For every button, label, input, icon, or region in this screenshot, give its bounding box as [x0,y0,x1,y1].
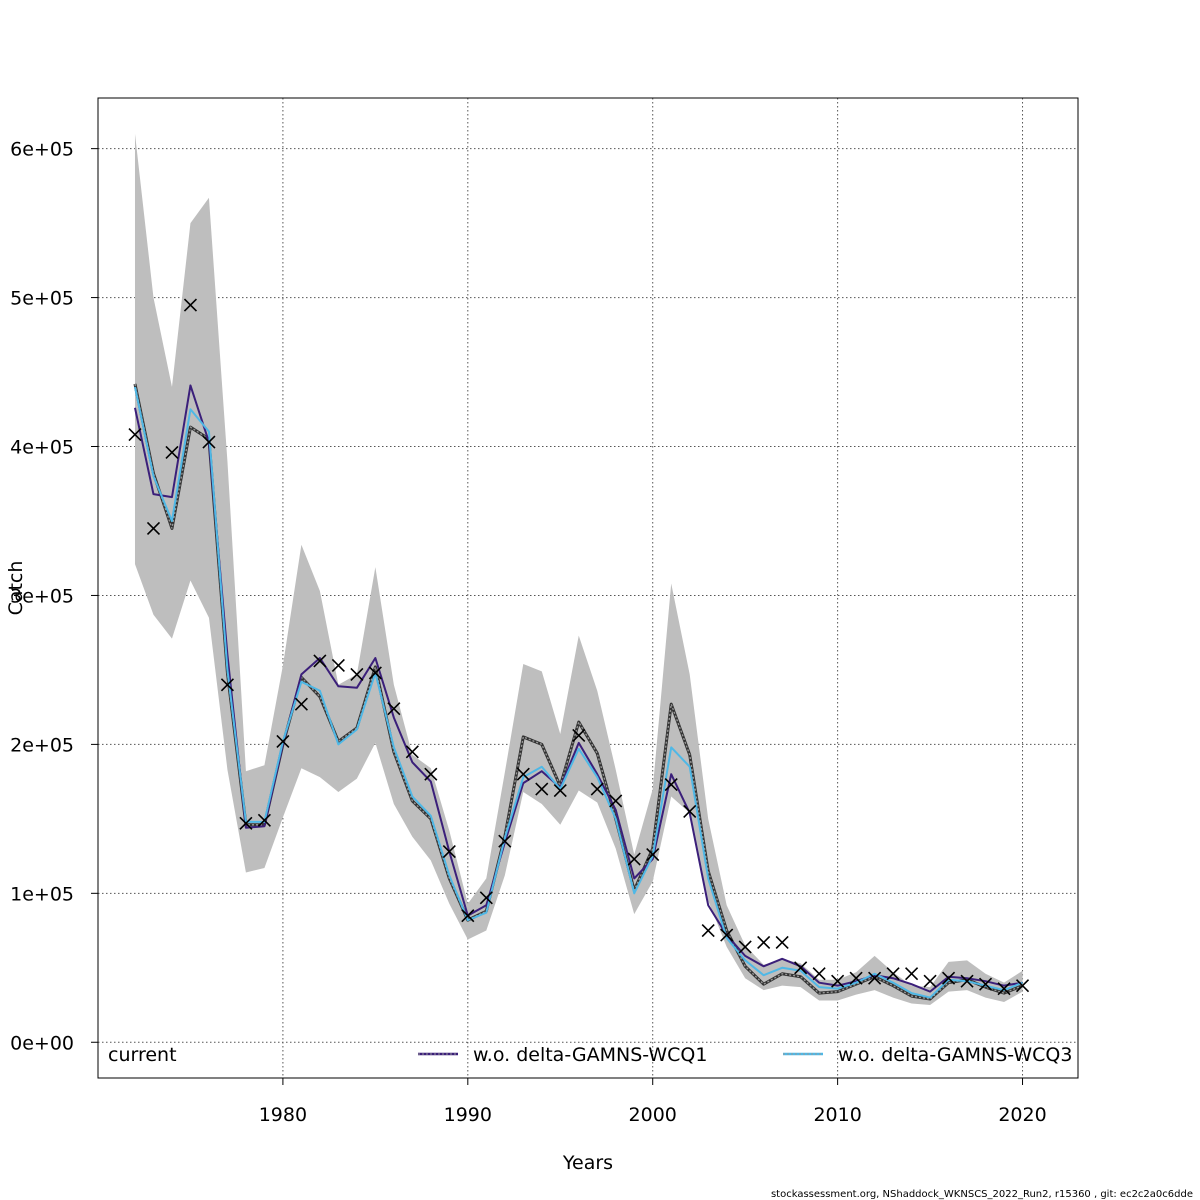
observed-marker [202,435,216,449]
y-axis-title: Catch [5,561,27,616]
observed-marker [461,909,475,923]
observed-marker [276,734,290,748]
y-axis: 0e+00 1e+05 2e+05 3e+05 4e+05 5e+05 6e+05 [10,139,98,1054]
observed-marker [405,745,419,759]
x-tick-label: 1990 [444,1104,492,1126]
observed-marker [849,971,863,985]
observed-marker [609,794,623,808]
observed-marker [350,667,364,681]
observed-marker [294,697,308,711]
observed-marker [738,940,752,954]
observed-marker [831,974,845,988]
observed-marker [516,767,530,781]
observed-marker [812,967,826,981]
observed-marker [701,923,715,938]
x-tick-label: 2010 [813,1104,861,1126]
observed-marker [239,816,253,830]
grid [98,98,1078,1078]
observed-marker [257,813,271,827]
observed-marker [646,848,660,862]
y-tick-label: 0e+00 [10,1032,74,1054]
observed-marker [794,961,808,975]
observed-marker [387,702,401,716]
legend-label-w-o-delta-gamns-wcq3: w.o. delta-GAMNS-WCQ3 [838,1044,1072,1066]
marker-layer [128,298,1030,996]
observed-marker [1015,979,1030,993]
observed-marker [683,804,697,818]
observed-marker [146,521,161,535]
observed-marker [128,428,142,442]
observed-marker [720,928,734,942]
footer-note: stockassessment.org, NShaddock_WKNSCS_20… [771,1189,1193,1200]
confidence-band [134,133,1023,1006]
observed-marker [442,845,456,859]
observed-marker [165,445,179,460]
observed-marker [479,891,493,905]
observed-marker [905,967,919,981]
y-tick-label: 1e+05 [10,883,74,905]
observed-marker [331,658,345,673]
observed-marker [553,783,567,798]
observed-marker [960,974,974,988]
legend-label-current: current [108,1044,177,1066]
y-tick-label: 6e+05 [10,139,74,161]
x-axis: 1980 1990 2000 2010 2020 [259,1078,1047,1126]
observed-marker [997,982,1011,996]
y-tick-label: 5e+05 [10,288,74,310]
observed-marker [978,977,993,991]
observed-marker [572,728,586,743]
observed-marker [535,782,549,796]
observed-marker [183,298,198,312]
legend-label-w-o-delta-gamns-wcq1: w.o. delta-GAMNS-WCQ1 [473,1044,707,1066]
x-tick-label: 2000 [629,1104,677,1126]
observed-marker [368,666,382,680]
observed-marker [775,935,789,950]
x-tick-label: 1980 [259,1104,307,1126]
observed-marker [886,967,900,981]
legend: current w.o. delta-GAMNS-WCQ1 w.o. delta-G… [108,1044,1072,1066]
plot-area: current w.o. delta-GAMNS-WCQ1 w.o. delta-G… [108,133,1072,1066]
observed-marker [498,834,512,848]
observed-marker [590,782,604,796]
band-layer [134,133,1023,1006]
x-tick-label: 2020 [998,1104,1046,1126]
observed-marker [424,767,438,781]
observed-marker [942,971,956,985]
observed-marker [313,654,327,668]
observed-marker [868,971,882,985]
plot-frame [97,97,1079,1079]
x-axis-title: Years [562,1152,613,1174]
observed-marker [923,974,937,988]
observed-marker [757,935,771,950]
y-tick-label: 3e+05 [10,585,74,607]
observed-marker [220,678,234,692]
observed-marker [627,852,641,866]
y-tick-label: 4e+05 [10,437,74,459]
y-tick-label: 2e+05 [10,734,74,756]
observed-marker [664,778,678,792]
